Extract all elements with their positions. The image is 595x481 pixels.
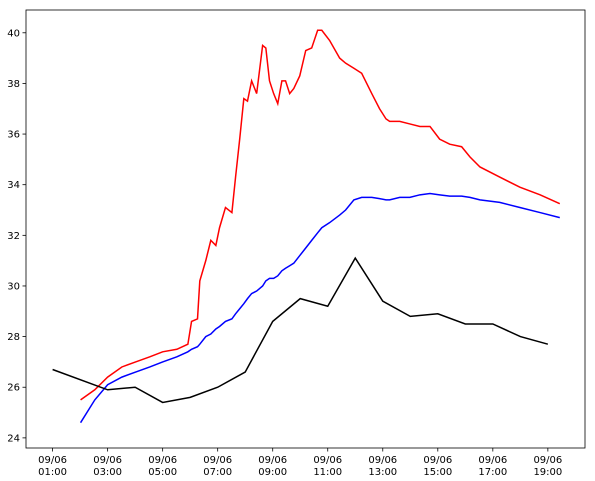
x-tick-label: 07:00: [203, 467, 232, 478]
y-tick-label: 38: [7, 79, 20, 90]
x-tick-label: 01:00: [38, 467, 67, 478]
x-tick-label: 17:00: [478, 467, 507, 478]
x-tick-label: 09/06: [368, 455, 397, 466]
y-tick-label: 30: [7, 281, 20, 292]
x-tick-label: 09:00: [258, 467, 287, 478]
line: [80, 29, 561, 401]
y-tick-label: 36: [7, 130, 20, 141]
y-tick-label: 28: [7, 332, 20, 343]
plot-frame: [25, 9, 586, 449]
x-tick-label: 09/06: [148, 455, 177, 466]
line: [79, 192, 560, 424]
y-tick-label: 24: [7, 433, 20, 444]
y-tick-label: 34: [7, 180, 20, 191]
x-tick-label: 09/06: [423, 455, 452, 466]
x-tick-label: 09/06: [38, 455, 67, 466]
x-tick-label: 09/06: [313, 455, 342, 466]
x-tick-label: 09/06: [478, 455, 507, 466]
x-tick-label: 09/06: [93, 455, 122, 466]
x-tick-label: 19:00: [533, 467, 562, 478]
x-tick-label: 11:00: [313, 467, 342, 478]
x-tick-label: 03:00: [93, 467, 122, 478]
x-tick-label: 13:00: [368, 467, 397, 478]
y-tick-label: 40: [7, 28, 20, 39]
line: [52, 256, 549, 404]
x-tick-label: 09/06: [258, 455, 287, 466]
y-tick-label: 26: [7, 383, 20, 394]
y-tick-label: 32: [7, 231, 20, 242]
x-tick-label: 09/06: [203, 455, 232, 466]
x-tick-label: 05:00: [148, 467, 177, 478]
x-tick-label: 09/06: [533, 455, 562, 466]
x-tick-label: 15:00: [423, 467, 452, 478]
